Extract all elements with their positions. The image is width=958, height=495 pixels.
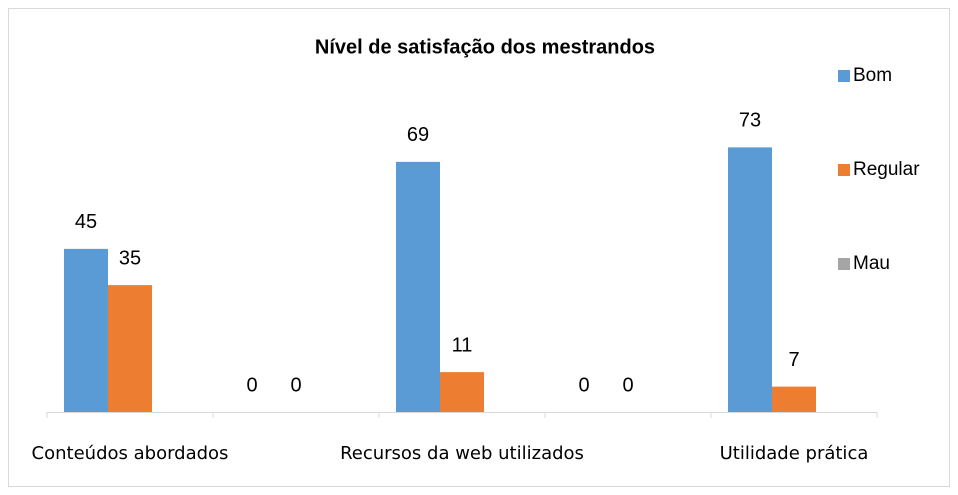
x-tick-label: Conteúdos abordados bbox=[32, 443, 229, 464]
chart-title: Nível de satisfação dos mestrandos bbox=[315, 36, 655, 58]
data-label: 0 bbox=[578, 374, 589, 396]
data-label: 7 bbox=[788, 349, 799, 371]
legend-swatch bbox=[838, 70, 850, 82]
bar bbox=[772, 386, 816, 412]
data-label: 45 bbox=[75, 211, 97, 233]
data-label: 11 bbox=[452, 334, 473, 356]
bar bbox=[440, 372, 484, 412]
data-label: 35 bbox=[119, 247, 141, 269]
bar bbox=[728, 147, 772, 412]
bar bbox=[64, 248, 108, 412]
legend-label: Regular bbox=[853, 159, 920, 180]
legend-label: Mau bbox=[853, 253, 890, 274]
data-label: 69 bbox=[407, 124, 429, 146]
x-tick-label: Recursos da web utilizados bbox=[340, 443, 584, 464]
chart-border bbox=[8, 8, 950, 487]
bar bbox=[396, 161, 440, 412]
data-label: 73 bbox=[739, 110, 761, 132]
data-label: 0 bbox=[246, 374, 257, 396]
legend-swatch bbox=[838, 258, 850, 270]
legend-label: Bom bbox=[853, 65, 892, 86]
legend-swatch bbox=[838, 164, 850, 176]
data-label: 0 bbox=[622, 374, 633, 396]
bar bbox=[108, 285, 152, 412]
x-tick-label: Utilidade prática bbox=[720, 443, 869, 464]
data-label: 0 bbox=[290, 374, 301, 396]
